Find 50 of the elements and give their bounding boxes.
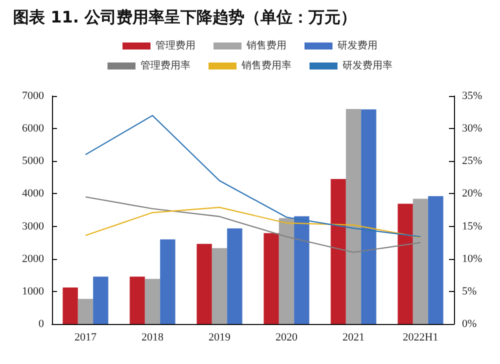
x-tick-label: 2020 [276, 332, 298, 344]
bar [398, 204, 413, 324]
legend-label: 销售费用 [246, 40, 286, 52]
y2-tick-label: 0% [462, 318, 477, 330]
bar [294, 216, 310, 324]
legend-label: 研发费用率 [342, 60, 392, 72]
line-series [84, 206, 422, 238]
bar [330, 179, 346, 324]
y2-tick-label: 5% [462, 285, 477, 298]
bar [264, 233, 279, 324]
x-tick-label: 2017 [74, 332, 97, 344]
y-tick-label: 2000 [22, 252, 44, 265]
legend-label: 研发费用 [338, 40, 378, 52]
x-tick-label: 2022H1 [402, 332, 438, 344]
y-tick-label: 1000 [22, 285, 44, 298]
bar [144, 278, 160, 324]
bar [278, 218, 294, 324]
x-tick-label: 2021 [342, 332, 364, 344]
bar [78, 298, 94, 324]
chart-title: 图表 11. 公司费用率呈下降趋势（单位：万元） [13, 8, 356, 26]
y2-tick-label: 15% [462, 220, 482, 232]
bar [428, 196, 444, 324]
bar [361, 109, 376, 324]
bar [93, 276, 108, 324]
bar [196, 244, 212, 324]
y2-tick-label: 10% [462, 252, 482, 265]
bar [160, 239, 176, 324]
bar [62, 288, 78, 324]
y-tick-label: 0 [38, 318, 44, 330]
y2-tick-label: 20% [462, 188, 482, 200]
legend-label: 管理费用 [156, 40, 196, 52]
x-tick-label: 2018 [142, 332, 164, 344]
y2-tick-label: 25% [462, 155, 482, 168]
legend-label: 销售费用率 [240, 60, 292, 72]
bar [130, 276, 145, 324]
bar [212, 248, 228, 324]
x-tick-label: 2019 [208, 332, 231, 344]
y-tick-label: 6000 [22, 122, 44, 135]
line-series [84, 196, 422, 253]
y2-tick-label: 35% [462, 90, 482, 102]
y-tick-label: 3000 [22, 220, 44, 232]
legend-label: 管理费用率 [140, 60, 190, 72]
y-tick-label: 7000 [22, 90, 44, 102]
y-tick-label: 4000 [22, 188, 44, 200]
y-tick-label: 5000 [22, 155, 44, 168]
line-series [84, 114, 422, 238]
bar [412, 198, 428, 324]
bar [346, 109, 362, 324]
bar [227, 228, 242, 324]
y2-tick-label: 30% [462, 122, 482, 135]
